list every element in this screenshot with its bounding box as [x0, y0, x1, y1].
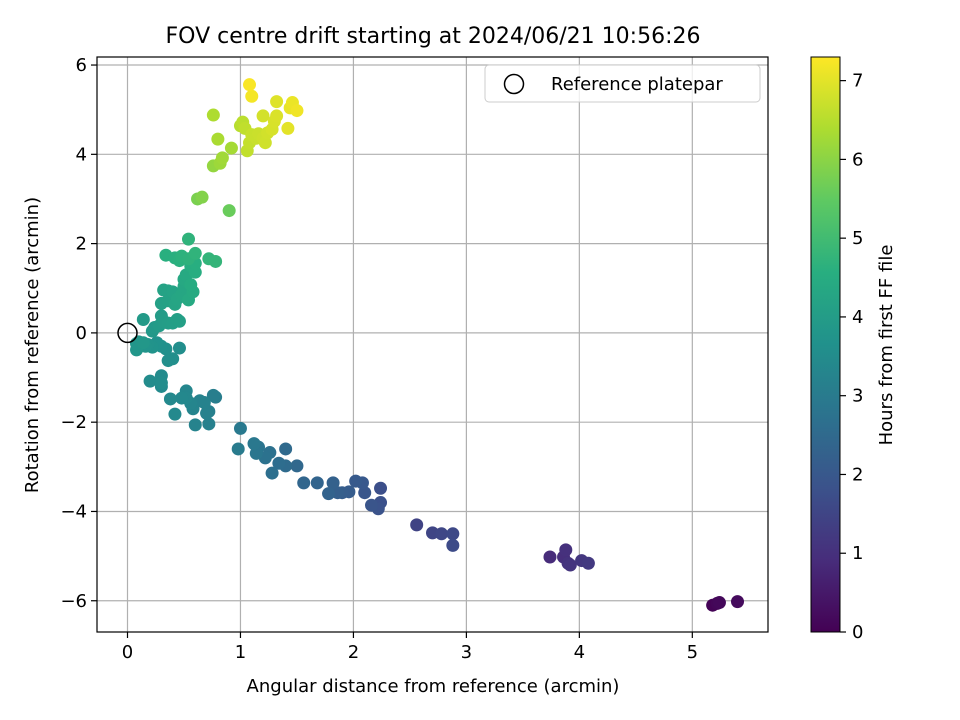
x-tick-label: 0 — [122, 642, 133, 663]
colorbar-gradient — [810, 56, 841, 633]
legend-label-reference: Reference platepar — [551, 74, 723, 95]
data-point — [222, 204, 236, 218]
data-point — [154, 376, 168, 390]
data-point — [209, 254, 223, 268]
data-point — [563, 558, 577, 572]
data-point — [200, 406, 214, 420]
colorbar-ticks: 0 1 2 3 4 5 6 7 — [840, 71, 863, 643]
y-tick-label: 4 — [76, 144, 87, 165]
data-point — [731, 595, 744, 609]
colorbar-tick-label: 5 — [852, 228, 863, 249]
chart-title: FOV centre drift starting at 2024/06/21 … — [166, 24, 701, 49]
data-point — [245, 89, 259, 103]
data-point — [195, 190, 209, 204]
data-point — [136, 313, 150, 326]
data-point — [224, 141, 238, 155]
data-point — [543, 550, 557, 564]
plot-frame — [96, 56, 769, 633]
axis-ticks: 0 1 2 3 4 5 −6 −4 −2 0 2 4 6 — [60, 55, 698, 663]
data-point — [265, 466, 279, 480]
data-point — [446, 527, 460, 541]
data-point — [358, 486, 372, 500]
y-tick-label: −2 — [60, 412, 87, 433]
data-point — [270, 109, 284, 123]
colorbar-tick-label: 2 — [852, 464, 863, 485]
data-point — [233, 421, 247, 435]
data-point — [202, 417, 216, 431]
data-point — [365, 498, 378, 512]
data-point — [581, 556, 595, 570]
colorbar-label: Hours from first FF file — [876, 245, 897, 446]
data-point — [249, 446, 263, 460]
data-point — [215, 151, 229, 165]
data-point — [446, 538, 460, 552]
data-point — [163, 392, 177, 406]
y-tick-label: 2 — [76, 234, 87, 255]
data-point — [136, 336, 150, 350]
data-point — [206, 388, 220, 402]
data-point — [188, 246, 202, 260]
x-tick-label: 4 — [574, 642, 585, 663]
x-tick-label: 3 — [461, 642, 472, 663]
data-point — [258, 136, 272, 150]
data-point — [272, 456, 286, 470]
data-point — [270, 95, 284, 109]
colorbar: 0 1 2 3 4 5 6 7 Hours from first FF file — [810, 56, 897, 643]
reference-platepar-marker — [117, 322, 138, 344]
legend-marker-reference — [503, 73, 525, 95]
data-point — [143, 374, 157, 388]
data-point — [211, 132, 225, 146]
y-tick-label: −4 — [60, 501, 87, 522]
y-tick-label: −6 — [60, 591, 87, 612]
data-point — [161, 354, 175, 368]
data-point — [435, 527, 449, 541]
data-points — [117, 78, 744, 612]
data-point — [184, 278, 198, 292]
data-point — [175, 391, 189, 405]
y-axis-label: Rotation from reference (arcmin) — [22, 197, 43, 493]
data-point — [297, 476, 311, 490]
colorbar-tick-label: 1 — [852, 543, 863, 564]
data-point — [559, 543, 573, 557]
data-point — [374, 481, 388, 495]
x-tick-label: 1 — [235, 642, 246, 663]
data-point — [172, 314, 186, 328]
legend-box — [484, 64, 761, 103]
x-axis-label: Angular distance from reference (arcmin) — [247, 676, 620, 697]
data-point — [290, 104, 304, 118]
data-point — [188, 265, 202, 279]
x-tick-label: 2 — [348, 642, 359, 663]
data-point — [172, 341, 186, 355]
data-point — [349, 474, 363, 488]
data-point — [279, 442, 293, 456]
data-point — [322, 487, 336, 501]
legend: Reference platepar — [484, 64, 761, 103]
data-point — [206, 108, 220, 122]
gridlines — [97, 57, 768, 632]
data-point — [182, 232, 195, 246]
colorbar-tick-label: 7 — [852, 71, 863, 92]
y-tick-label: 6 — [76, 55, 87, 76]
data-point — [168, 407, 182, 421]
data-point — [281, 121, 295, 135]
data-point — [326, 476, 340, 490]
colorbar-tick-label: 0 — [852, 622, 863, 643]
x-tick-label: 5 — [687, 642, 698, 663]
data-point — [310, 476, 324, 490]
data-point — [243, 78, 256, 92]
data-point — [256, 109, 270, 123]
colorbar-tick-label: 4 — [852, 307, 863, 328]
data-point — [410, 518, 424, 532]
colorbar-tick-label: 3 — [852, 386, 863, 407]
data-point — [247, 437, 261, 451]
data-point — [290, 459, 304, 473]
data-point — [188, 418, 202, 432]
colorbar-tick-label: 6 — [852, 149, 863, 170]
data-point — [231, 442, 245, 456]
y-tick-label: 0 — [76, 323, 87, 344]
data-point — [712, 596, 726, 610]
